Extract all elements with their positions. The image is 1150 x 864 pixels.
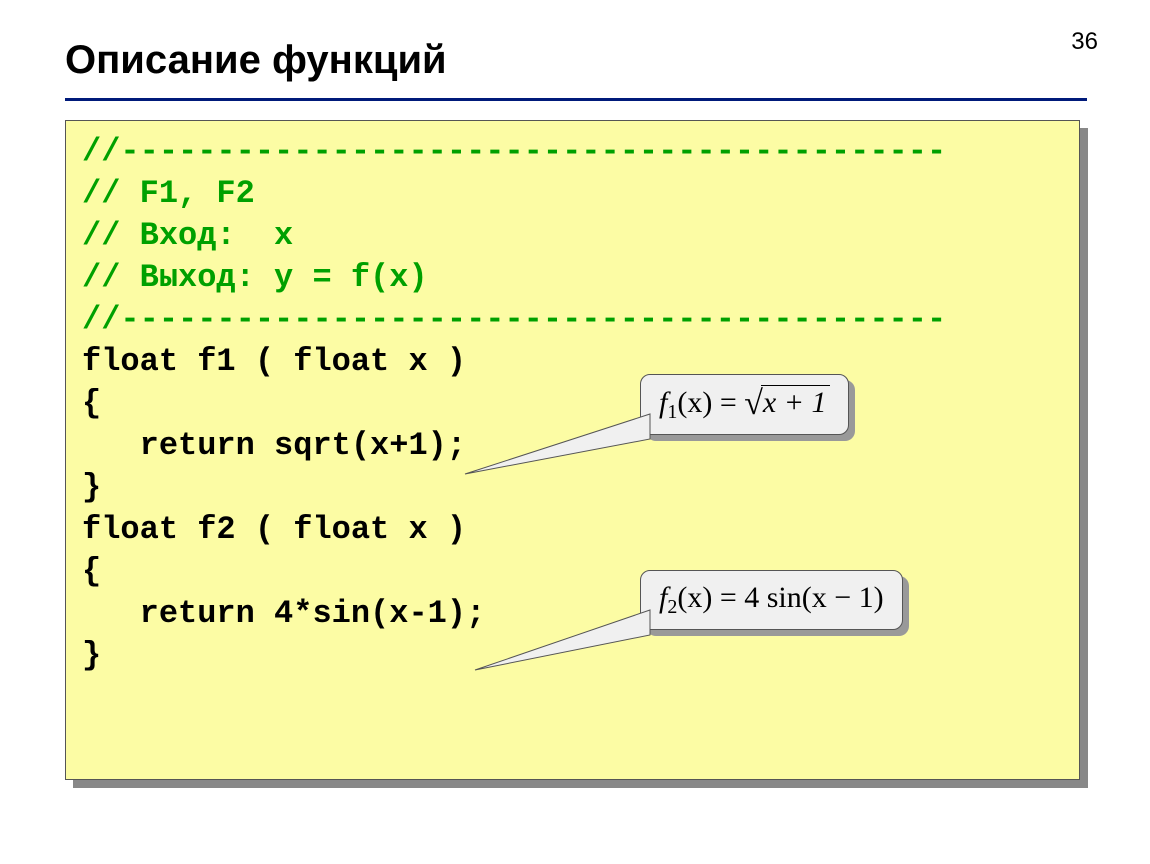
formula-callout-f1: f1(x) = √x + 1 bbox=[640, 374, 849, 435]
callout-pointer bbox=[460, 409, 660, 489]
code-line: float f2 ( float x ) bbox=[82, 509, 1063, 551]
code-comment-line: // Выход: y = f(x) bbox=[82, 257, 1063, 299]
code-line: float f1 ( float x ) bbox=[82, 341, 1063, 383]
slide-title: Описание функций bbox=[65, 38, 447, 83]
page-number: 36 bbox=[1071, 28, 1098, 56]
code-comment-line: // Вход: x bbox=[82, 215, 1063, 257]
code-comment-line: //--------------------------------------… bbox=[82, 131, 1063, 173]
formula-bubble: f1(x) = √x + 1 bbox=[640, 374, 849, 435]
formula-text: f2(x) = 4 sin(x − 1) bbox=[659, 581, 884, 614]
formula-bubble: f2(x) = 4 sin(x − 1) bbox=[640, 570, 903, 630]
code-comment-line: // F1, F2 bbox=[82, 173, 1063, 215]
slide: 36 Описание функций //------------------… bbox=[0, 0, 1150, 864]
formula-callout-f2: f2(x) = 4 sin(x − 1) bbox=[640, 570, 903, 630]
formula-text: f1(x) = √x + 1 bbox=[659, 386, 830, 419]
code-comment-line: //--------------------------------------… bbox=[82, 299, 1063, 341]
title-underline bbox=[65, 98, 1087, 101]
callout-pointer bbox=[470, 605, 660, 685]
code-line: { bbox=[82, 551, 1063, 593]
